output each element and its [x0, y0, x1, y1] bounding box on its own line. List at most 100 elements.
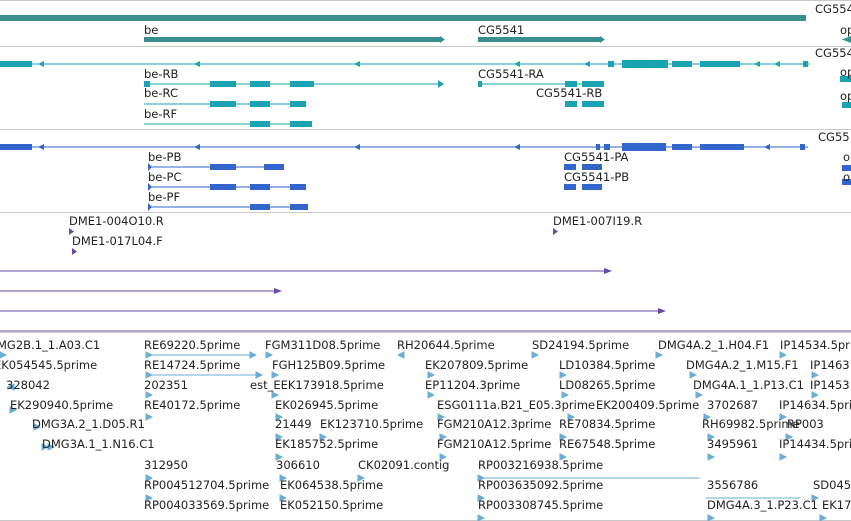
est-arrow[interactable] [477, 514, 486, 521]
est-label[interactable]: EK052150.5prime [280, 498, 384, 512]
est-arrow[interactable] [819, 514, 828, 521]
be-pb-exon[interactable] [264, 164, 284, 170]
est-label[interactable]: RP004033569.5prime [144, 498, 270, 512]
est-arrow[interactable] [439, 433, 448, 441]
est-arrow[interactable] [249, 351, 258, 359]
est-arrow[interactable] [396, 351, 405, 359]
est-arrow[interactable] [707, 514, 716, 521]
est-label[interactable]: IP1453 [810, 378, 850, 392]
est-label[interactable]: EK200409.5prime [596, 398, 700, 412]
est-label[interactable]: 312950 [144, 458, 188, 472]
est-label[interactable]: EP11204.3prime [425, 378, 521, 392]
est-arrow[interactable] [655, 351, 664, 359]
est-arrow[interactable] [559, 371, 568, 379]
protein-exon[interactable] [596, 144, 600, 150]
est-label[interactable]: CK02091.contig [358, 458, 450, 472]
est-arrow[interactable] [439, 453, 448, 461]
est-label[interactable]: 3702687 [707, 398, 759, 412]
est-label[interactable]: EK290940.5prime [10, 398, 114, 412]
est-arrow[interactable] [437, 413, 446, 421]
est-arrow[interactable] [41, 443, 50, 451]
est-arrow[interactable] [145, 474, 154, 482]
est-label[interactable]: 328042 [6, 378, 50, 392]
est-label[interactable]: EK17 [822, 498, 851, 512]
oligo-label[interactable]: DME1-017L04.F [72, 234, 163, 248]
gene-label-cg554[interactable]: CG554 [815, 2, 851, 16]
est-label[interactable]: MG2B.1_1.A03.C1 [0, 338, 101, 352]
est-arrow[interactable] [785, 433, 794, 441]
est-arrow[interactable] [559, 433, 568, 441]
est-arrow[interactable] [477, 474, 486, 482]
est-label[interactable]: RE40172.5prime [144, 398, 241, 412]
protein-exon[interactable] [842, 179, 851, 185]
est-arrow[interactable] [477, 494, 486, 502]
be-pf-exon[interactable] [290, 204, 308, 210]
est-label[interactable]: DMG4A.1_1.P13.C1 [693, 378, 804, 392]
est-label[interactable]: RH20644.5prime [397, 338, 495, 352]
est-label[interactable]: IP14634.5prime [779, 398, 851, 412]
est-arrow[interactable] [275, 453, 284, 461]
protein-exon[interactable] [800, 144, 805, 150]
est-arrow[interactable] [275, 433, 284, 441]
transcript-label-op[interactable]: op [840, 65, 851, 79]
est-label[interactable]: EK064538.5prime [280, 478, 384, 492]
est-arrow[interactable] [0, 351, 8, 359]
be-rb-exon[interactable] [210, 81, 236, 87]
est-arrow[interactable] [319, 433, 328, 441]
protein-label-cg5541-pa[interactable]: CG5541-PA [564, 150, 629, 164]
est-label[interactable]: RP003308745.5prime [478, 498, 604, 512]
est-arrow[interactable] [811, 494, 820, 502]
est-label[interactable]: DMG4A.3_1.P23.C1 [707, 498, 818, 512]
est-arrow[interactable] [707, 453, 716, 461]
est-arrow[interactable] [567, 413, 576, 421]
est-label[interactable]: FGH125B09.5prime [272, 358, 386, 372]
protein-label-cg5541-pb[interactable]: CG5541-PB [564, 170, 630, 184]
est-label[interactable]: DMG4A.2_1.M15.F1 [686, 358, 799, 372]
gene-bar-span[interactable] [0, 15, 806, 21]
protein-label-be-pf[interactable]: be-PF [148, 190, 181, 204]
transcript-label-cg5541-ra[interactable]: CG5541-RA [478, 67, 544, 81]
oligo-label[interactable]: DME1-004O10.R [69, 214, 164, 228]
est-label[interactable]: 202351 [144, 378, 188, 392]
est-arrow[interactable] [145, 494, 154, 502]
oligo-label[interactable]: DME1-007I19.R [553, 214, 643, 228]
est-arrow[interactable] [279, 494, 288, 502]
est-arrow[interactable] [703, 413, 712, 421]
est-arrow[interactable] [279, 474, 288, 482]
be-pc-exon[interactable] [210, 184, 236, 190]
est-label[interactable]: 21449 [275, 417, 312, 431]
est-arrow[interactable] [561, 391, 570, 399]
est-arrow[interactable] [689, 371, 698, 379]
cg5541-pb-exon[interactable] [564, 184, 576, 190]
be-pb-exon[interactable] [210, 164, 236, 170]
transcript-exon[interactable] [840, 76, 851, 82]
est-arrow[interactable] [33, 423, 42, 431]
protein-label-o[interactable]: o [843, 150, 851, 164]
est-arrow[interactable] [271, 371, 280, 379]
est-label[interactable]: LD08265.5prime [559, 378, 656, 392]
est-label[interactable]: LD10384.5prime [559, 358, 656, 372]
est-arrow[interactable] [275, 413, 284, 421]
est-arrow[interactable] [811, 371, 820, 379]
protein-exon[interactable] [622, 143, 666, 151]
est-label[interactable]: EK026945.5prime [275, 398, 379, 412]
est-label[interactable]: EK123710.5prime [320, 417, 424, 431]
est-arrow[interactable] [707, 433, 716, 441]
protein-label-be-pc[interactable]: be-PC [148, 170, 182, 184]
est-label[interactable]: 306610 [276, 458, 320, 472]
est-arrow[interactable] [145, 371, 154, 379]
be-rc-exon[interactable] [250, 101, 270, 107]
oligo-marker[interactable] [69, 228, 74, 235]
cg5541-rb-exon[interactable] [582, 101, 604, 107]
est-label[interactable]: IP14534.5prime [780, 338, 851, 352]
est-label[interactable]: 3556786 [707, 478, 759, 492]
protein-label-o[interactable]: o [843, 170, 851, 184]
transcript-exon[interactable] [672, 61, 692, 67]
transcript-exon[interactable] [622, 60, 668, 68]
be-pc-exon[interactable] [290, 184, 306, 190]
transcript-exon[interactable] [700, 61, 740, 67]
est-arrow[interactable] [265, 351, 274, 359]
est-label[interactable]: DMG3A.1_1.N16.C1 [42, 437, 155, 451]
est-label[interactable]: EK054545.5prime [0, 358, 98, 372]
transcript-label-op[interactable]: op [840, 89, 851, 103]
